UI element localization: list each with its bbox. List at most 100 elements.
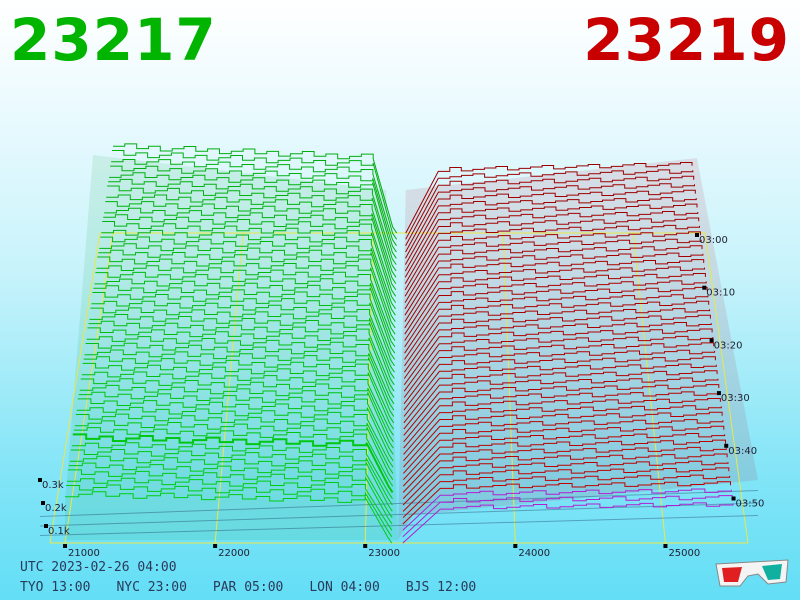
ask-depth-line bbox=[402, 474, 731, 519]
bid-depth-line bbox=[108, 178, 397, 265]
bid-depth-line bbox=[106, 194, 397, 278]
bid-depth-line bbox=[74, 420, 394, 480]
time-tick-label: 03:10 bbox=[706, 288, 735, 299]
x-tick-marker bbox=[663, 544, 668, 548]
bid-depth-line bbox=[107, 185, 397, 272]
ask-depth-line bbox=[404, 266, 705, 329]
time-tick-label: 03:40 bbox=[728, 446, 757, 457]
x-tick-label: 23000 bbox=[368, 548, 400, 559]
clock-bjs: BJS 12:00 bbox=[405, 580, 477, 595]
grid-layer bbox=[39, 232, 759, 544]
grid-left-edge bbox=[49, 232, 101, 544]
x-tick-label: 22000 bbox=[218, 548, 250, 559]
ask-depth-line bbox=[404, 197, 697, 265]
bid-depth-line bbox=[68, 462, 393, 518]
ask-depth-line bbox=[403, 363, 717, 417]
bid-depth-line bbox=[89, 314, 395, 386]
ask-depth-line bbox=[405, 189, 696, 259]
y-tick-marker bbox=[38, 478, 42, 482]
x-tick-marker bbox=[63, 544, 68, 548]
bid-depth-line bbox=[66, 484, 393, 537]
bid-depth-line bbox=[100, 236, 396, 316]
time-tick-label: 03:20 bbox=[714, 340, 743, 351]
grid-volume-line bbox=[39, 490, 759, 517]
bid-depth-line bbox=[69, 455, 393, 512]
bid-depth-line bbox=[85, 342, 395, 411]
x-tick-label: 25000 bbox=[668, 548, 700, 559]
bid-depth-line bbox=[83, 356, 395, 424]
bid-depth-line bbox=[70, 449, 393, 506]
ask-depth-line bbox=[403, 398, 721, 449]
clock-lon: LON 04:00 bbox=[309, 580, 380, 595]
bid-depth-line bbox=[91, 300, 395, 373]
grid-x-line bbox=[64, 232, 114, 544]
bid-depth-line bbox=[80, 378, 394, 443]
bid-depth-line bbox=[84, 349, 395, 417]
time-tick-label: 03:50 bbox=[736, 499, 765, 510]
bid-depth-line bbox=[77, 398, 394, 462]
bid-depth-line bbox=[112, 150, 398, 240]
bid-depth-line bbox=[105, 201, 397, 284]
ask-depth-line bbox=[402, 460, 729, 506]
ask-depth-line bbox=[404, 308, 711, 367]
bid-depth-line bbox=[96, 265, 396, 341]
bid-depth-line bbox=[86, 336, 395, 405]
ask-depth-line bbox=[403, 425, 725, 474]
bid-price: 23217 bbox=[10, 6, 217, 74]
y-tick-label: 0.3k bbox=[42, 480, 64, 491]
time-tick-label: 03:00 bbox=[699, 235, 728, 246]
bid-depth-line bbox=[76, 406, 394, 468]
ask-depth-line bbox=[402, 446, 727, 493]
x-tick-label: 21000 bbox=[68, 548, 100, 559]
ask-depth-line bbox=[402, 502, 734, 544]
bid-depth-line bbox=[75, 413, 394, 474]
x-tick-marker bbox=[213, 544, 218, 548]
time-tick-marker bbox=[716, 391, 721, 396]
ask-depth-line bbox=[405, 175, 695, 246]
grid-volume-line bbox=[39, 502, 759, 527]
bid-depth-line bbox=[82, 362, 395, 430]
ask-depth-line bbox=[404, 238, 702, 303]
ask-depth-line bbox=[402, 453, 728, 500]
ask-depth-line bbox=[404, 259, 705, 322]
ask-depth-line bbox=[403, 342, 715, 398]
ask-depth-line bbox=[403, 335, 714, 392]
3d-glasses-icon[interactable] bbox=[712, 558, 792, 590]
bid-depth-line bbox=[102, 221, 397, 303]
ask-layer bbox=[402, 162, 734, 544]
x-tick-marker bbox=[513, 544, 518, 548]
time-tick-label: 03:30 bbox=[721, 393, 750, 404]
ask-depth-line bbox=[403, 377, 719, 430]
y-tick-marker bbox=[41, 501, 45, 505]
ask-depth-line bbox=[404, 211, 699, 278]
axis-labels: 21000 22000 23000 24000 25000 0.1k 0.2k 0.3k 03:… bbox=[38, 233, 764, 559]
ask-depth-line bbox=[403, 411, 723, 462]
time-tick-marker bbox=[709, 338, 714, 343]
bid-depth-line bbox=[67, 477, 393, 531]
bid-depth-line bbox=[81, 371, 394, 436]
utc-time: UTC 2023-02-26 04:00 bbox=[20, 560, 177, 575]
bid-depth-line bbox=[111, 159, 397, 246]
time-tick-marker bbox=[702, 285, 707, 290]
ask-depth-line bbox=[404, 252, 704, 316]
bid-depth-line bbox=[113, 143, 398, 234]
ask-depth-line bbox=[403, 419, 724, 468]
ask-depth-line bbox=[403, 356, 716, 411]
bid-depth-line bbox=[65, 491, 393, 544]
grid-x-line bbox=[214, 232, 244, 544]
bid-depth-line bbox=[95, 271, 396, 348]
bid-depth-line bbox=[97, 256, 396, 335]
bid-depth-line bbox=[101, 229, 396, 310]
ask-depth-line bbox=[403, 314, 711, 373]
ask-depth-line bbox=[405, 169, 694, 240]
bid-depth-line bbox=[103, 214, 397, 297]
bid-depth-line bbox=[90, 307, 395, 379]
grid-right-edge bbox=[704, 232, 749, 544]
ask-depth-line bbox=[404, 273, 706, 335]
ask-depth-line bbox=[403, 328, 713, 386]
grid-volume-line bbox=[39, 515, 759, 536]
bid-volume-fill bbox=[65, 155, 398, 540]
ask-depth-line bbox=[403, 391, 721, 443]
ask-depth-line bbox=[402, 439, 726, 487]
